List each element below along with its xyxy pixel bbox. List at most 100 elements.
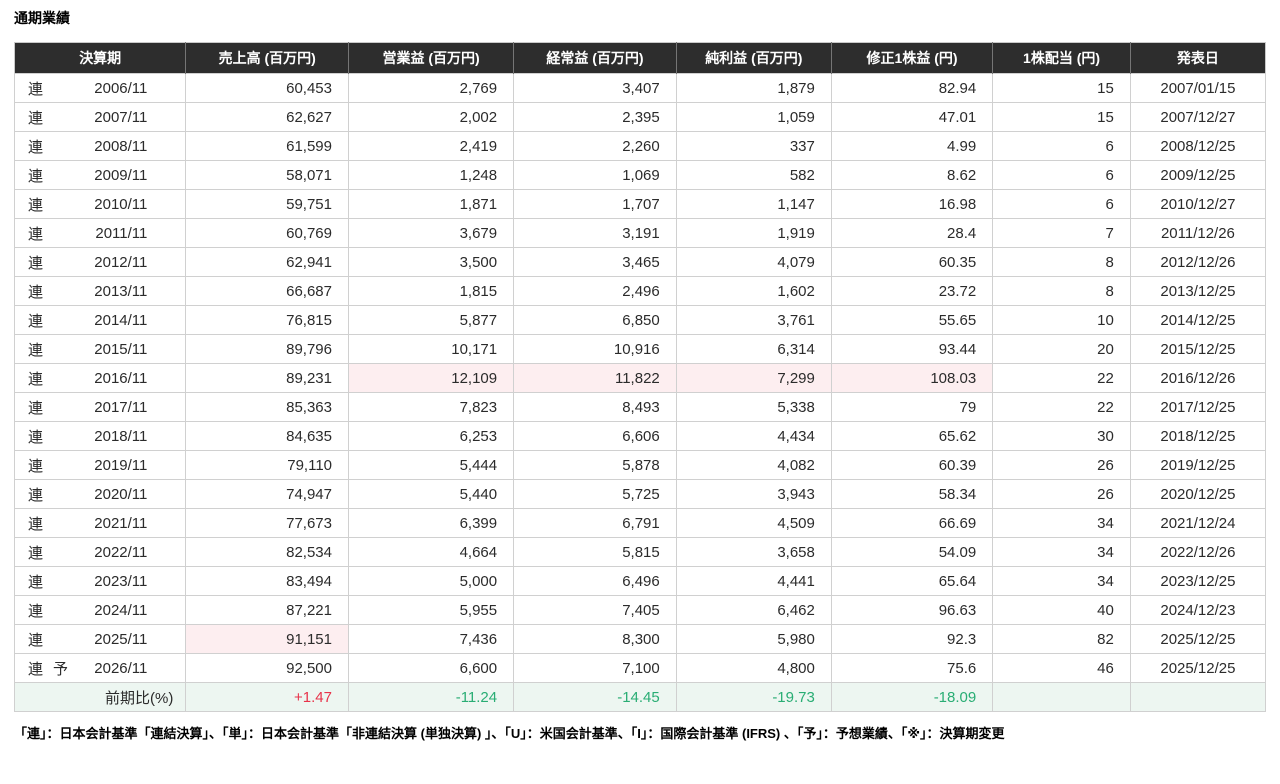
net-profit-cell: 4,434 xyxy=(675,421,832,451)
fiscal-period-cell: 連 2016/11 xyxy=(13,363,187,393)
fiscal-period-cell: 連 2017/11 xyxy=(13,392,187,422)
accounting-standard-marker: 連 xyxy=(28,109,44,127)
dividend-cell: 26 xyxy=(992,450,1131,480)
net-profit-cell: 1,147 xyxy=(675,189,832,219)
accounting-standard-marker: 連 xyxy=(28,283,44,301)
table-row: 連 2009/11 58,071 1,248 1,069 582 8.62 6 2009/12/… xyxy=(13,160,1267,190)
fiscal-period: 2019/11 xyxy=(94,456,148,474)
sales-cell: 62,941 xyxy=(185,247,349,277)
accounting-standard-marker: 連 xyxy=(28,428,44,446)
announcement-date-cell: 2016/12/26 xyxy=(1129,363,1267,393)
fiscal-period-cell: 連 2006/11 xyxy=(13,73,187,103)
adjusted-eps-cell: 54.09 xyxy=(830,537,994,567)
header-ordinary-profit: 経常益 (百万円) xyxy=(513,42,677,74)
operating-profit-cell: 5,444 xyxy=(347,450,515,480)
operating-profit-cell: 2,419 xyxy=(347,131,515,161)
announcement-date-cell: 2008/12/25 xyxy=(1129,131,1267,161)
operating-profit-cell: 6,253 xyxy=(347,421,515,451)
table-row: 連 2013/11 66,687 1,815 2,496 1,602 23.72 8 2013/… xyxy=(13,276,1267,306)
sales-cell: 89,796 xyxy=(185,334,349,364)
accounting-standard-marker: 連 xyxy=(28,573,44,591)
fiscal-period-cell: 連 2025/11 xyxy=(13,624,187,654)
net-profit-cell: 1,919 xyxy=(675,218,832,248)
accounting-standard-marker: 連 xyxy=(28,312,44,330)
table-header-row: 決算期 売上高 (百万円) 営業益 (百万円) 経常益 (百万円) 純利益 (百… xyxy=(14,42,1266,74)
table-row: 連 2016/11 89,231 12,109 11,822 7,299 108.03 22 2… xyxy=(13,363,1267,393)
fiscal-period-cell: 連 2022/11 xyxy=(13,537,187,567)
ordinary-profit-cell: 1,069 xyxy=(513,160,677,190)
announcement-date-cell: 2007/12/27 xyxy=(1129,102,1267,132)
announcement-date-cell: 2012/12/26 xyxy=(1129,247,1267,277)
announcement-date-cell: 2007/01/15 xyxy=(1129,73,1267,103)
fiscal-period: 2006/11 xyxy=(94,79,148,97)
header-dividend-per-share: 1株配当 (円) xyxy=(992,42,1131,74)
accounting-standard-marker: 連 xyxy=(28,370,44,388)
net-profit-cell: 3,943 xyxy=(675,479,832,509)
sales-cell: 76,815 xyxy=(185,305,349,335)
ordinary-profit-cell: 8,300 xyxy=(513,624,677,654)
header-announcement-date: 発表日 xyxy=(1129,42,1266,74)
ordinary-profit-cell: 3,465 xyxy=(513,247,677,277)
announcement-date-cell: 2010/12/27 xyxy=(1129,189,1267,219)
ordinary-profit-cell: 1,707 xyxy=(513,189,677,219)
adjusted-eps-cell: 66.69 xyxy=(830,508,994,538)
sales-cell: 74,947 xyxy=(185,479,349,509)
table-row: 連 2012/11 62,941 3,500 3,465 4,079 60.35 8 2012/… xyxy=(13,247,1267,277)
fiscal-period-cell: 連 2007/11 xyxy=(13,102,187,132)
dividend-cell: 82 xyxy=(992,624,1131,654)
table-row: 連 2007/11 62,627 2,002 2,395 1,059 47.01 15 2007… xyxy=(13,102,1267,132)
fiscal-period: 2007/11 xyxy=(94,108,148,126)
dividend-cell: 8 xyxy=(992,276,1131,306)
forecast-marker: 予 xyxy=(53,660,69,678)
table-row: 連 2014/11 76,815 5,877 6,850 3,761 55.65 10 2014… xyxy=(13,305,1267,335)
operating-profit-cell: 10,171 xyxy=(347,334,515,364)
sales-cell: 62,627 xyxy=(185,102,349,132)
ordinary-profit-cell: 6,850 xyxy=(513,305,677,335)
net-profit-cell: 337 xyxy=(675,131,832,161)
fiscal-period-cell: 連 2023/11 xyxy=(13,566,187,596)
sales-cell: 83,494 xyxy=(185,566,349,596)
yoy-dividend-cell xyxy=(992,682,1131,712)
adjusted-eps-cell: 47.01 xyxy=(830,102,994,132)
accounting-standard-marker: 連 xyxy=(28,399,44,417)
ordinary-profit-cell: 7,100 xyxy=(513,653,677,683)
adjusted-eps-cell: 16.98 xyxy=(830,189,994,219)
dividend-cell: 6 xyxy=(992,189,1131,219)
dividend-cell: 10 xyxy=(992,305,1131,335)
ordinary-profit-cell: 3,407 xyxy=(513,73,677,103)
operating-profit-cell: 3,500 xyxy=(347,247,515,277)
net-profit-cell: 7,299 xyxy=(675,363,832,393)
accounting-standard-marker: 連 xyxy=(28,515,44,533)
net-profit-cell: 4,079 xyxy=(675,247,832,277)
adjusted-eps-cell: 108.03 xyxy=(830,363,994,393)
fiscal-period: 2017/11 xyxy=(94,398,148,416)
ordinary-profit-cell: 6,791 xyxy=(513,508,677,538)
adjusted-eps-cell: 4.99 xyxy=(830,131,994,161)
fiscal-period: 2021/11 xyxy=(94,514,148,532)
announcement-date-cell: 2023/12/25 xyxy=(1129,566,1267,596)
fiscal-period-cell: 連 2012/11 xyxy=(13,247,187,277)
dividend-cell: 8 xyxy=(992,247,1131,277)
adjusted-eps-cell: 28.4 xyxy=(830,218,994,248)
announcement-date-cell: 2019/12/25 xyxy=(1129,450,1267,480)
fiscal-period: 2023/11 xyxy=(94,572,148,590)
adjusted-eps-cell: 75.6 xyxy=(830,653,994,683)
yoy-announcement-date-cell xyxy=(1129,682,1267,712)
operating-profit-cell: 6,600 xyxy=(347,653,515,683)
sales-cell: 91,151 xyxy=(185,624,349,654)
fiscal-period-cell: 連 2013/11 xyxy=(13,276,187,306)
fiscal-period-cell: 連 2020/11 xyxy=(13,479,187,509)
accounting-standard-marker: 連 xyxy=(28,544,44,562)
header-sales: 売上高 (百万円) xyxy=(185,42,349,74)
announcement-date-cell: 2011/12/26 xyxy=(1129,218,1267,248)
table-row: 連 2021/11 77,673 6,399 6,791 4,509 66.69 34 2021… xyxy=(13,508,1267,538)
announcement-date-cell: 2022/12/26 xyxy=(1129,537,1267,567)
yoy-sales-cell: +1.47 xyxy=(185,682,349,712)
dividend-cell: 7 xyxy=(992,218,1131,248)
table-row: 連予 2026/11 92,500 6,600 7,100 4,800 75.6 46 2025… xyxy=(13,653,1267,683)
announcement-date-cell: 2015/12/25 xyxy=(1129,334,1267,364)
operating-profit-cell: 5,000 xyxy=(347,566,515,596)
accounting-standard-marker: 連 xyxy=(28,602,44,620)
accounting-standard-marker: 連 xyxy=(28,254,44,272)
fiscal-period-cell: 連 2024/11 xyxy=(13,595,187,625)
